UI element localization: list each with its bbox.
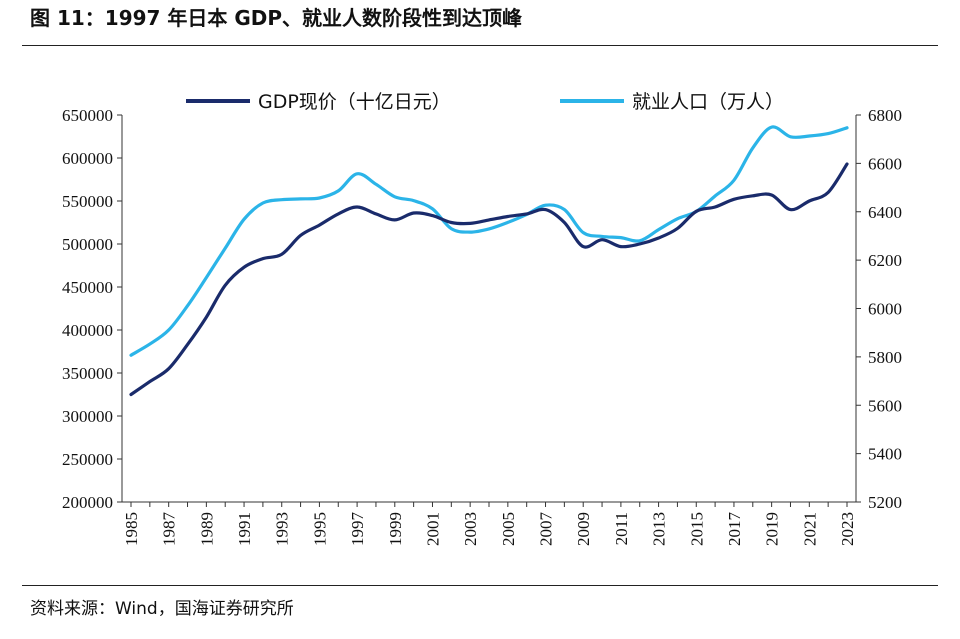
left-tick-label: 600000 bbox=[62, 149, 113, 168]
left-tick-label: 350000 bbox=[62, 364, 113, 383]
gdp-series-line bbox=[129, 162, 849, 397]
left-axis: 200000 250000 300000 350000 400000 450000 5000… bbox=[62, 106, 122, 512]
left-tick-label: 300000 bbox=[62, 407, 113, 426]
x-tick-label: 1991 bbox=[235, 512, 254, 546]
x-tick-label: 2001 bbox=[423, 512, 442, 546]
left-tick-label: 650000 bbox=[62, 106, 113, 125]
employment-series-line bbox=[129, 125, 849, 357]
legend: GDP现价（十亿日元） 就业人口（万人） bbox=[186, 91, 784, 113]
left-tick-label: 500000 bbox=[62, 235, 113, 254]
plot-frame bbox=[121, 115, 857, 503]
x-tick-label: 2009 bbox=[574, 512, 593, 546]
x-axis: 1985 1987 1989 1991 1993 1995 1997 1999 2001 2003… bbox=[122, 502, 857, 546]
x-tick-label: 2019 bbox=[763, 512, 782, 546]
right-tick-label: 6200 bbox=[868, 251, 902, 270]
right-tick-label: 6600 bbox=[868, 154, 902, 173]
left-tick-label: 450000 bbox=[62, 278, 113, 297]
bottom-rule bbox=[22, 585, 938, 586]
x-tick-label: 2023 bbox=[838, 512, 857, 546]
top-rule bbox=[22, 45, 938, 46]
x-tick-label: 2007 bbox=[537, 512, 556, 547]
right-axis: 5200 5400 5600 5800 6000 6200 6400 6600 6800 bbox=[856, 106, 902, 512]
line-chart: 200000 250000 300000 350000 400000 450000 5000… bbox=[62, 91, 902, 546]
x-tick-label: 1999 bbox=[386, 512, 405, 546]
x-tick-label: 1997 bbox=[348, 512, 367, 547]
right-tick-label: 6400 bbox=[868, 203, 902, 222]
x-tick-label: 2021 bbox=[800, 512, 819, 546]
right-tick-label: 5800 bbox=[868, 348, 902, 367]
right-tick-label: 5200 bbox=[868, 493, 902, 512]
source-note: 资料来源：Wind，国海证券研究所 bbox=[30, 599, 294, 619]
legend-label-gdp: GDP现价（十亿日元） bbox=[258, 91, 451, 113]
right-tick-label: 5600 bbox=[868, 396, 902, 415]
left-tick-label: 200000 bbox=[62, 493, 113, 512]
x-tick-label: 2017 bbox=[725, 512, 744, 547]
figure-title: 图 11：1997 年日本 GDP、就业人数阶段性到达顶峰 bbox=[30, 6, 523, 30]
series-lines bbox=[129, 125, 849, 397]
right-tick-label: 6000 bbox=[868, 300, 902, 319]
legend-label-employment: 就业人口（万人） bbox=[632, 91, 784, 113]
x-tick-label: 2015 bbox=[687, 512, 706, 546]
right-tick-label: 6800 bbox=[868, 106, 902, 125]
x-tick-label: 1989 bbox=[197, 512, 216, 546]
x-tick-label: 2005 bbox=[499, 512, 518, 546]
x-tick-label: 1985 bbox=[122, 512, 141, 546]
x-tick-label: 2013 bbox=[650, 512, 669, 546]
x-tick-label: 2003 bbox=[461, 512, 480, 546]
x-tick-label: 1987 bbox=[160, 512, 179, 547]
x-tick-label: 1993 bbox=[273, 512, 292, 546]
right-tick-label: 5400 bbox=[868, 445, 902, 464]
x-tick-label: 2011 bbox=[612, 512, 631, 545]
left-tick-label: 400000 bbox=[62, 321, 113, 340]
left-tick-label: 250000 bbox=[62, 450, 113, 469]
left-tick-label: 550000 bbox=[62, 192, 113, 211]
x-tick-label: 1995 bbox=[310, 512, 329, 546]
